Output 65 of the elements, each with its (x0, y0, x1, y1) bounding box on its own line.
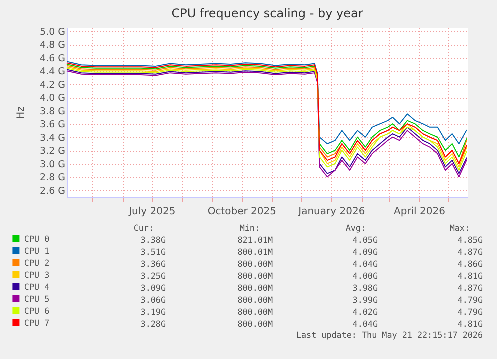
text: 3.28G (140, 318, 166, 328)
legend-label: CPU 5 (24, 294, 50, 304)
text: 800.00M (238, 282, 273, 292)
y-tick-label: 4.2 G (40, 80, 66, 91)
y-tick-label: 2.8 G (40, 172, 66, 184)
text: 4.09G (352, 246, 378, 256)
text: 821.01M (238, 234, 273, 244)
text: 800.00M (238, 294, 273, 304)
text: 3.51G (140, 246, 166, 256)
legend-label: CPU 7 (24, 318, 50, 328)
text: 3.19G (140, 306, 166, 316)
text: 4.79G (458, 294, 483, 304)
text: 3.99G (352, 294, 378, 304)
text: Max: (450, 223, 470, 233)
text: 4.86G (458, 258, 483, 268)
x-tick-label: January 2026 (298, 206, 366, 218)
text: 4.00G (352, 270, 378, 280)
legend-label: CPU 1 (24, 246, 50, 256)
text: 3.38G (140, 234, 166, 244)
text: 4.87G (458, 282, 483, 292)
y-tick-label: 4.6 G (40, 53, 66, 64)
text: Avg: (346, 223, 366, 233)
text: 4.81G (458, 318, 483, 328)
x-tick-label: October 2025 (208, 206, 276, 218)
legend-label: CPU 6 (24, 306, 50, 316)
text: 3.09G (140, 282, 166, 292)
text: Cur: (134, 223, 154, 233)
text: 4.79G (458, 306, 483, 316)
text: Last update: Thu May 21 22:15:17 2026 (296, 330, 483, 340)
text: 800.00M (238, 270, 273, 280)
text: 4.04G (352, 258, 378, 268)
legend-label: CPU 0 (24, 234, 50, 244)
text: 3.98G (352, 282, 378, 292)
y-tick-label: 3.8 G (40, 106, 66, 118)
text: 4.05G (352, 234, 378, 244)
line-series (66, 61, 468, 144)
y-tick-label: 3.4 G (40, 132, 66, 144)
text: 800.00M (238, 306, 273, 316)
chart-title: CPU frequency scaling - by year (172, 6, 364, 20)
text: 800.01M (238, 246, 273, 256)
y-tick-label: 4.4 G (40, 66, 66, 78)
text: Min: (240, 223, 260, 233)
text: 4.81G (458, 270, 483, 280)
x-tick-label: July 2025 (128, 206, 176, 218)
legend-label: CPU 4 (24, 282, 50, 292)
text: 800.00M (238, 318, 273, 328)
text: 3.25G (140, 270, 166, 280)
legend-label: CPU 3 (24, 270, 50, 280)
y-tick-label: 3.6 G (40, 120, 66, 131)
y-tick-label: 4.0 G (40, 93, 66, 104)
y-tick-label: 5.0 G (40, 26, 66, 38)
y-tick-label: 3.2 G (40, 146, 66, 158)
text: 4.85G (458, 234, 483, 244)
text: 3.06G (140, 294, 166, 304)
text: 3.36G (140, 258, 166, 268)
x-tick-label: April 2026 (394, 206, 446, 218)
y-tick-label: 2.6 G (40, 186, 66, 197)
text: 4.02G (352, 306, 378, 316)
text: 4.87G (458, 246, 483, 256)
text: 800.00M (238, 258, 273, 268)
y-axis-title: Hz (16, 106, 28, 120)
legend-label: CPU 2 (24, 258, 50, 268)
text: 4.04G (352, 318, 378, 328)
y-tick-label: 4.8 G (40, 40, 66, 52)
y-tick-label: 3.0 G (40, 159, 66, 170)
